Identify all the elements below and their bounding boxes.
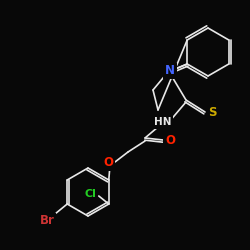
Text: O: O	[165, 134, 175, 147]
Text: O: O	[103, 156, 113, 170]
Text: Br: Br	[40, 214, 55, 228]
Text: S: S	[208, 106, 216, 118]
Text: N: N	[165, 64, 175, 78]
Text: Cl: Cl	[85, 189, 97, 199]
Text: HN: HN	[154, 117, 172, 127]
